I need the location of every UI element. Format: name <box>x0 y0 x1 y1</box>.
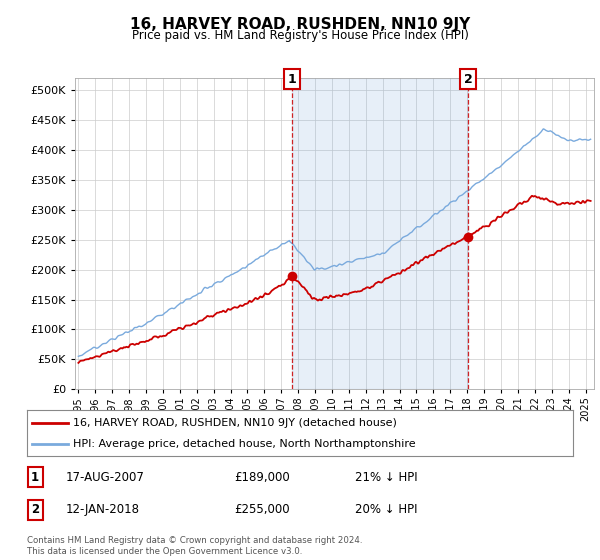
Text: 12-JAN-2018: 12-JAN-2018 <box>65 503 139 516</box>
Text: 20% ↓ HPI: 20% ↓ HPI <box>355 503 417 516</box>
Text: 2: 2 <box>464 73 472 86</box>
Text: £189,000: £189,000 <box>235 471 290 484</box>
Text: 1: 1 <box>287 73 296 86</box>
Text: £255,000: £255,000 <box>235 503 290 516</box>
Text: 16, HARVEY ROAD, RUSHDEN, NN10 9JY: 16, HARVEY ROAD, RUSHDEN, NN10 9JY <box>130 17 470 32</box>
Text: 17-AUG-2007: 17-AUG-2007 <box>65 471 144 484</box>
Text: HPI: Average price, detached house, North Northamptonshire: HPI: Average price, detached house, Nort… <box>73 439 416 449</box>
Text: Contains HM Land Registry data © Crown copyright and database right 2024.
This d: Contains HM Land Registry data © Crown c… <box>27 536 362 556</box>
Text: 21% ↓ HPI: 21% ↓ HPI <box>355 471 417 484</box>
Text: 2: 2 <box>31 503 39 516</box>
Text: Price paid vs. HM Land Registry's House Price Index (HPI): Price paid vs. HM Land Registry's House … <box>131 29 469 42</box>
Bar <box>292 78 468 389</box>
Text: 1: 1 <box>31 471 39 484</box>
Text: 16, HARVEY ROAD, RUSHDEN, NN10 9JY (detached house): 16, HARVEY ROAD, RUSHDEN, NN10 9JY (deta… <box>73 418 397 428</box>
